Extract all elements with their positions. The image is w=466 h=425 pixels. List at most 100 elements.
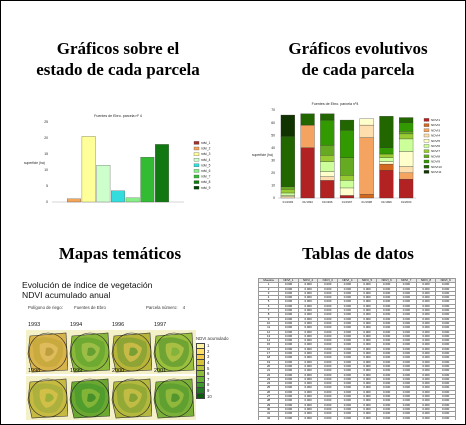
map-parcel-zone [129, 347, 138, 356]
chart2-stack-segment [300, 113, 315, 126]
chart1-bar [81, 136, 96, 203]
chart2-ytick: 0 [273, 196, 275, 200]
map-tile [68, 330, 112, 374]
table-row: 5 0.000 0.000 0.000 0.000 0.000 0.000 0.000 0.00… [258, 299, 456, 305]
chart2-stack-segment [339, 195, 355, 199]
map-parcel-zone [171, 347, 180, 356]
chart1-ytick: 25 [44, 120, 48, 124]
chart2-stack-segment [320, 171, 335, 177]
chart1-bar [67, 198, 81, 203]
chart2-legend-swatch [423, 139, 430, 143]
table-row: 32 0.000 0.000 0.000 0.000 0.000 0.000 0.000 0.0… [258, 415, 456, 420]
chart2-legend-swatch [423, 118, 430, 122]
chart2-stack-segment [399, 172, 414, 180]
chart2-legend-swatch [423, 165, 430, 169]
map-year-label: 1997 [154, 322, 167, 328]
map-tile-svg [152, 330, 196, 374]
chart2-stack-segment [379, 170, 394, 199]
chart2-stack-segment [339, 180, 355, 189]
evolution-stacked-chart-svg: Fuentes de Ebro. parcela nº4 superficie (… [252, 102, 442, 204]
chart2-ytick: 20 [271, 171, 275, 175]
map-pivot-circle [112, 378, 152, 418]
chart2-legend-label: NDVI3 [431, 128, 440, 132]
chart2-xtick: 01/1997 [342, 200, 353, 204]
map-parcela-value: 4 [182, 305, 186, 310]
chart2-legend-label: NDVI1 [431, 118, 440, 122]
chart1-ytick: 5 [46, 184, 48, 188]
chart1-legend-swatch [193, 180, 200, 184]
chart2-stack-segment [399, 166, 414, 174]
chart1-bar [140, 157, 155, 203]
map-legend-title: NDVI acumulado [196, 336, 229, 341]
table-cell: 32 [258, 415, 280, 420]
map-tile-svg [26, 330, 70, 374]
chart2-legend-label: NDVI9 [431, 160, 440, 164]
map-legend-items: 1 2 3 4 5 6 7 8 9 10 [196, 342, 230, 400]
chart2-stack-segment [399, 131, 414, 135]
map-tile [26, 330, 70, 374]
table-row: 28 0.000 0.000 0.000 0.000 0.000 0.000 0.000 0.0… [258, 398, 456, 404]
data-table: Muestra NDVI_1 NDVI_2 NDVI_3 NDVI_4 NDVI_5 NDV… [258, 278, 456, 420]
map-tile-svg [152, 376, 196, 420]
chart2-legend-label: NDVI5 [431, 139, 440, 143]
chart2-stack-segment [379, 147, 394, 155]
chart2-ylabel: superficie (ha) [252, 153, 273, 157]
chart1-legend-label: ndvi_7 [201, 175, 211, 179]
chart2-legend-label: NDVI7 [431, 149, 440, 153]
map-parcela-key: Parcela número [146, 305, 177, 310]
heading-graficos-estado-line1: Gráficos sobre el [56, 39, 180, 58]
state-bar-chart: Fuentes de Ebro. parcela nº 4 superficie … [18, 112, 223, 207]
table-row: 29 0.000 0.000 0.000 0.000 0.000 0.000 0.000 0.0… [258, 402, 456, 408]
chart1-legend-swatch [193, 186, 200, 190]
chart2-stack-segment [320, 113, 335, 121]
chart2-stack-segment [399, 133, 414, 140]
chart2-stack-segment [399, 117, 414, 123]
chart1-ytick: 10 [44, 168, 48, 172]
chart1-ytick: 0 [46, 200, 48, 204]
map-year-label: 2000 [112, 368, 125, 374]
chart2-title: Fuentes de Ebro. parcela nº4 [312, 102, 359, 106]
heading-graficos-evolutivos-line2: de cada parcela [301, 60, 415, 79]
chart2-ytick: 50 [271, 133, 275, 137]
chart1-legend-label: ndvi_5 [201, 163, 211, 167]
chart2-xtick: 01/1998 [361, 200, 372, 204]
chart2-stack-segment [280, 196, 295, 199]
data-table-body: 1 0.000 0.000 0.000 0.000 0.000 0.000 0.000 0.00… [258, 282, 456, 420]
chart2-legend-swatch [423, 170, 430, 174]
map-pivot-circle [70, 332, 110, 372]
map-year-label: 1996 [112, 322, 125, 328]
chart1-legend-swatch [193, 169, 200, 173]
chart1-title: Fuentes de Ebro. parcela nº 4 [94, 114, 142, 118]
chart2-stack-segment [320, 161, 335, 172]
chart2-xtick: 01/2000 [401, 200, 412, 204]
table-row: 3 0.000 0.000 0.000 0.000 0.000 0.000 0.000 0.00… [258, 290, 456, 297]
chart2-legend-swatch [423, 144, 430, 148]
chart2-ytick: 40 [271, 146, 275, 150]
chart1-bar [155, 144, 169, 203]
chart2-stack-segment [379, 163, 394, 171]
chart2-ytick: 60 [271, 121, 275, 125]
chart2-legend-swatch [423, 133, 430, 138]
chart2-stack-segment [339, 129, 355, 158]
chart2-stack-segment [339, 119, 355, 131]
map-tile [152, 330, 196, 374]
map-legend-label: 9 [207, 388, 210, 394]
chart2-ytick: 10 [271, 184, 275, 188]
map-year-label: 1998 [28, 368, 41, 374]
chart2-stack-segment [280, 192, 295, 196]
map-parcel-zone [129, 393, 138, 402]
chart2-ytick: 30 [271, 158, 275, 162]
chart2-legend-label: NDVI6 [431, 144, 440, 148]
chart1-legend-swatch [193, 146, 200, 151]
chart2-legend-label: NDVI10 [431, 165, 442, 169]
chart2-stack-segment [359, 137, 374, 195]
chart2-stack-segment [339, 175, 355, 181]
map-tile [152, 376, 196, 420]
map-year-label: 2001 [154, 368, 167, 374]
map-parcela-label: Parcela número: 4 [146, 305, 186, 310]
map-legend-item: 10 [196, 392, 230, 400]
chart2-legend-label: NDVI4 [431, 134, 440, 138]
heading-graficos-evolutivos: Gráficos evolutivos de cada parcela [258, 38, 458, 80]
map-parcel-zone [87, 347, 96, 356]
chart2-ytick: 70 [271, 108, 275, 112]
